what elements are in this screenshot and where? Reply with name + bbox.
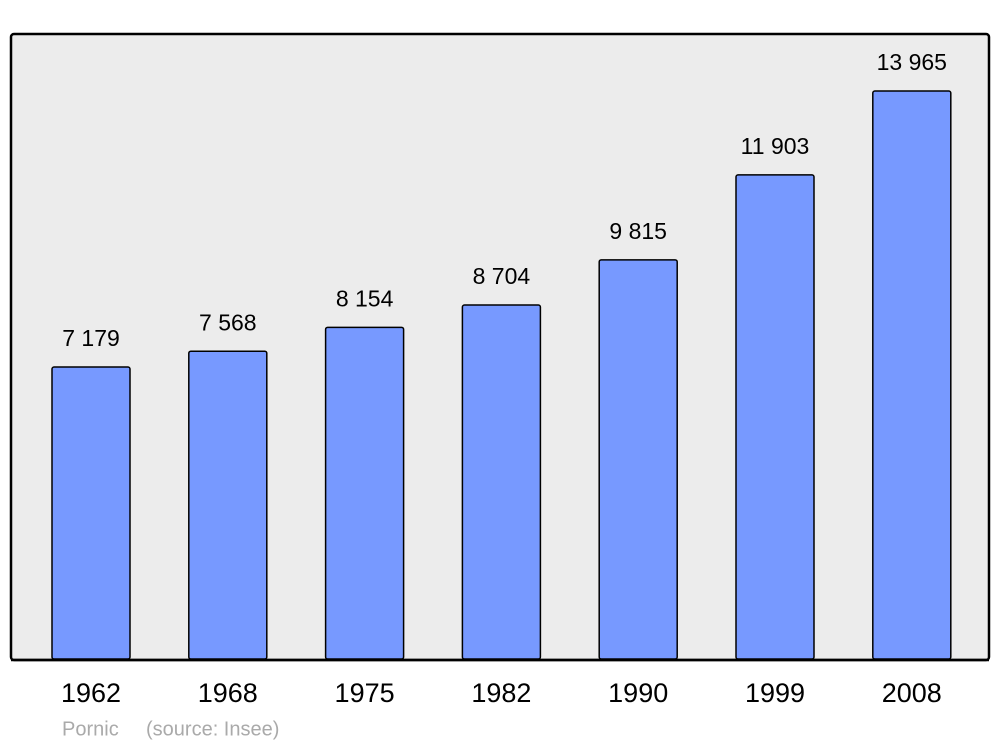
bar xyxy=(324,326,405,660)
x-tick-label: 1990 xyxy=(608,678,668,708)
x-tick-label: 1975 xyxy=(335,678,395,708)
bar xyxy=(461,304,542,660)
x-tick-label: 1999 xyxy=(745,678,805,708)
value-label: 8 704 xyxy=(473,263,531,289)
value-label: 7 568 xyxy=(199,309,257,335)
bar xyxy=(51,366,131,660)
bar xyxy=(598,259,678,660)
x-tick-label: 2008 xyxy=(882,678,942,708)
value-label: 11 903 xyxy=(741,133,810,159)
value-label: 7 179 xyxy=(62,325,120,351)
x-tick-label: 1962 xyxy=(61,678,121,708)
value-label: 8 154 xyxy=(336,285,394,311)
value-label: 9 815 xyxy=(609,218,667,244)
footer-source: (source: Insee) xyxy=(146,718,279,740)
value-label: 13 965 xyxy=(877,49,947,75)
bar xyxy=(735,174,815,660)
x-tick-label: 1982 xyxy=(471,678,531,708)
bar xyxy=(188,350,268,660)
footer-place: Pornic xyxy=(62,718,119,740)
bar xyxy=(872,90,952,660)
x-tick-label: 1968 xyxy=(198,678,258,708)
